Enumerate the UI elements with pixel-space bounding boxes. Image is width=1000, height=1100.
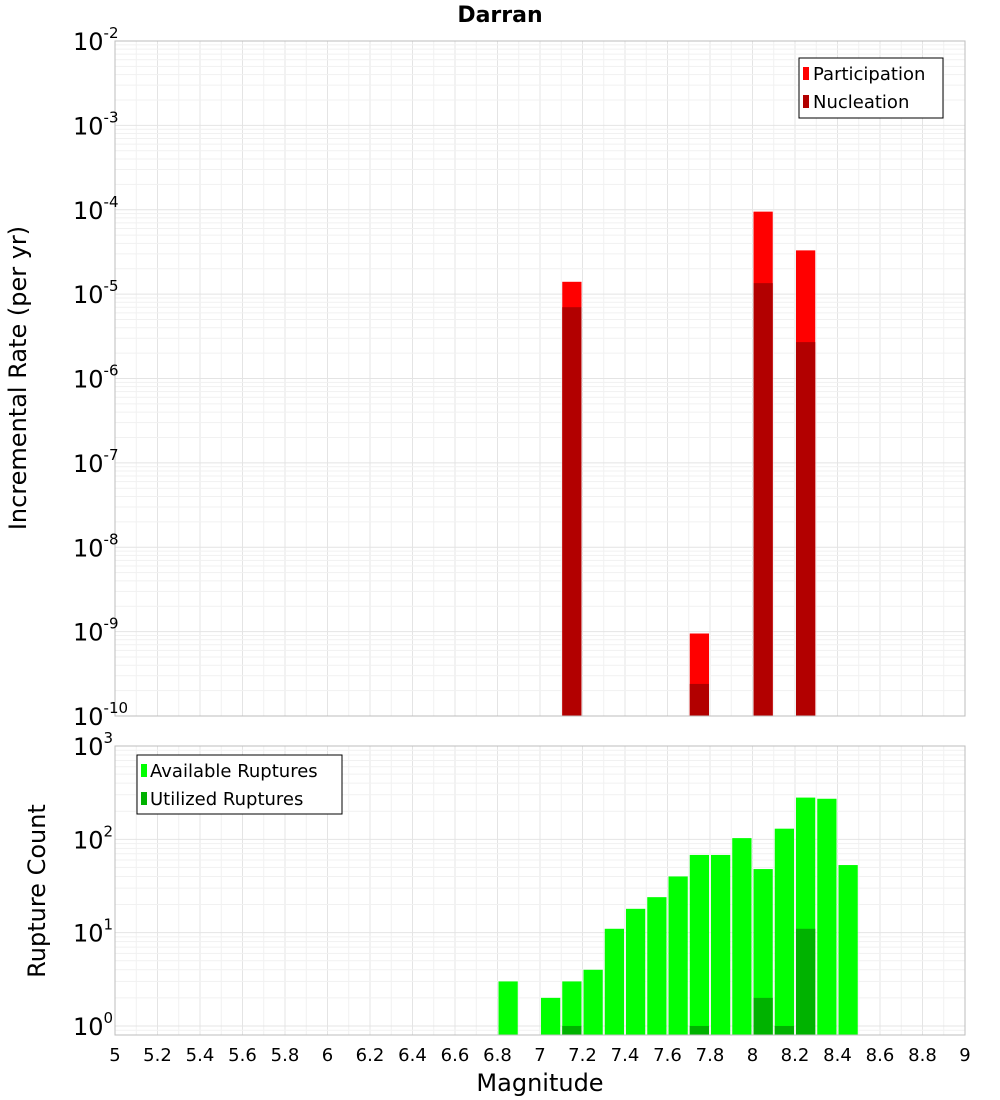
top-plot-y-ticks: 10-10 10-9 10-8 10-7 10-6 10-5 10-4 10-3 10-2	[73, 24, 128, 731]
top-y-tick-label: 10-6	[73, 362, 119, 394]
x-tick-label: 8.2	[781, 1045, 810, 1066]
nucleation-bar	[562, 307, 582, 716]
bottom-y-axis-label: Rupture Count	[23, 804, 51, 978]
legend-label-utilized: Utilized Ruptures	[150, 789, 303, 810]
x-tick-label: 8	[747, 1045, 758, 1066]
bottom-plot: 100 101 102 103 5 5.2 5.4 5.6 5.8 6 6.2 6.4 6.6 6.8 7…	[23, 729, 971, 1097]
x-tick-label: 8.8	[908, 1045, 937, 1066]
x-tick-label: 7.4	[611, 1045, 640, 1066]
legend-label-nucleation: Nucleation	[813, 92, 909, 113]
bottom-plot-frame	[114, 745, 966, 1036]
bottom-plot-y-ticks: 100 101 102 103	[73, 729, 113, 1041]
x-tick-label: 7.2	[568, 1045, 597, 1066]
top-legend: Participation Nucleation	[798, 57, 944, 119]
bottom-legend-box	[136, 754, 343, 815]
available-ruptures-bar	[689, 854, 709, 1035]
x-tick-label: 6.4	[398, 1045, 427, 1066]
x-tick-label: 5	[109, 1045, 120, 1066]
x-axis-ticks: 5 5.2 5.4 5.6 5.8 6 6.2 6.4 6.6 6.8 7 7.2 7.4 7.6 7.8 8…	[109, 1045, 970, 1066]
top-y-tick-label: 10-7	[73, 446, 119, 478]
x-tick-label: 5.6	[228, 1045, 257, 1066]
available-ruptures-bar	[647, 897, 667, 1035]
legend-label-participation: Participation	[813, 64, 925, 85]
nucleation-bar	[689, 683, 709, 716]
x-axis-label: Magnitude	[476, 1069, 603, 1097]
x-tick-label: 7	[534, 1045, 545, 1066]
x-tick-label: 6	[322, 1045, 333, 1066]
available-ruptures-bar	[498, 981, 518, 1035]
x-tick-label: 8.6	[866, 1045, 895, 1066]
legend-swatch-utilized	[141, 792, 147, 805]
available-ruptures-bar	[711, 854, 731, 1035]
bottom-y-tick-label: 100	[73, 1009, 113, 1041]
legend-label-available: Available Ruptures	[150, 761, 318, 782]
nucleation-bar	[753, 283, 773, 716]
top-y-tick-label: 10-5	[73, 277, 119, 309]
available-ruptures-bar	[817, 798, 837, 1035]
chart-title: Darran	[457, 3, 542, 28]
utilized-ruptures-bar	[753, 997, 773, 1035]
top-y-tick-label: 10-3	[73, 108, 119, 140]
top-plot-bars	[562, 211, 816, 717]
top-legend-box	[798, 57, 944, 119]
utilized-ruptures-bar	[562, 1025, 582, 1035]
bottom-y-tick-label: 101	[73, 916, 113, 948]
top-y-tick-label: 10-10	[73, 699, 128, 731]
utilized-ruptures-bar	[774, 1025, 794, 1035]
available-ruptures-bar	[604, 928, 624, 1035]
available-ruptures-bar	[562, 981, 582, 1035]
available-ruptures-bar	[838, 865, 858, 1035]
available-ruptures-bar	[626, 908, 646, 1035]
x-tick-label: 6.6	[441, 1045, 470, 1066]
x-tick-label: 5.8	[271, 1045, 300, 1066]
available-ruptures-bar	[753, 869, 773, 1035]
available-ruptures-bar	[541, 997, 561, 1035]
bottom-y-tick-label: 103	[73, 729, 113, 761]
x-tick-label: 7.8	[696, 1045, 725, 1066]
available-ruptures-bar	[583, 969, 603, 1035]
top-y-tick-label: 10-4	[73, 193, 119, 225]
x-tick-label: 6.2	[356, 1045, 385, 1066]
x-tick-label: 5.4	[186, 1045, 215, 1066]
x-tick-label: 6.8	[483, 1045, 512, 1066]
bottom-y-tick-label: 102	[73, 822, 113, 854]
available-ruptures-bar	[732, 838, 752, 1035]
x-tick-label: 7.6	[653, 1045, 682, 1066]
top-y-tick-label: 10-2	[73, 24, 119, 56]
bottom-legend: Available Ruptures Utilized Ruptures	[136, 754, 343, 815]
x-tick-label: 5.2	[143, 1045, 172, 1066]
legend-swatch-nucleation	[803, 95, 809, 108]
top-plot: 10-10 10-9 10-8 10-7 10-6 10-5 10-4 10-3 10-2 In…	[4, 24, 966, 731]
top-y-tick-label: 10-9	[73, 615, 119, 647]
legend-swatch-participation	[803, 67, 809, 80]
top-y-tick-label: 10-8	[73, 530, 119, 562]
legend-swatch-available	[141, 764, 147, 777]
nucleation-bar	[796, 342, 816, 716]
utilized-ruptures-bar	[796, 928, 816, 1035]
available-ruptures-bar	[774, 828, 794, 1035]
x-tick-label: 8.4	[823, 1045, 852, 1066]
top-plot-grid	[114, 40, 966, 717]
top-y-axis-label: Incremental Rate (per yr)	[4, 226, 32, 530]
available-ruptures-bar	[668, 876, 688, 1035]
x-tick-label: 9	[959, 1045, 970, 1066]
bottom-plot-bars	[498, 797, 858, 1035]
utilized-ruptures-bar	[689, 1025, 709, 1035]
top-plot-frame	[114, 40, 966, 717]
